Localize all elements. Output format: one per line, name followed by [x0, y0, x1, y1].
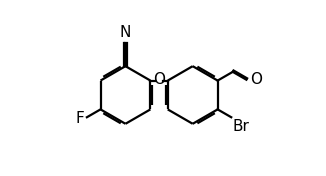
Text: O: O: [153, 72, 165, 87]
Text: Br: Br: [232, 119, 249, 134]
Text: N: N: [120, 25, 131, 40]
Text: O: O: [250, 72, 262, 87]
Text: F: F: [76, 111, 84, 126]
